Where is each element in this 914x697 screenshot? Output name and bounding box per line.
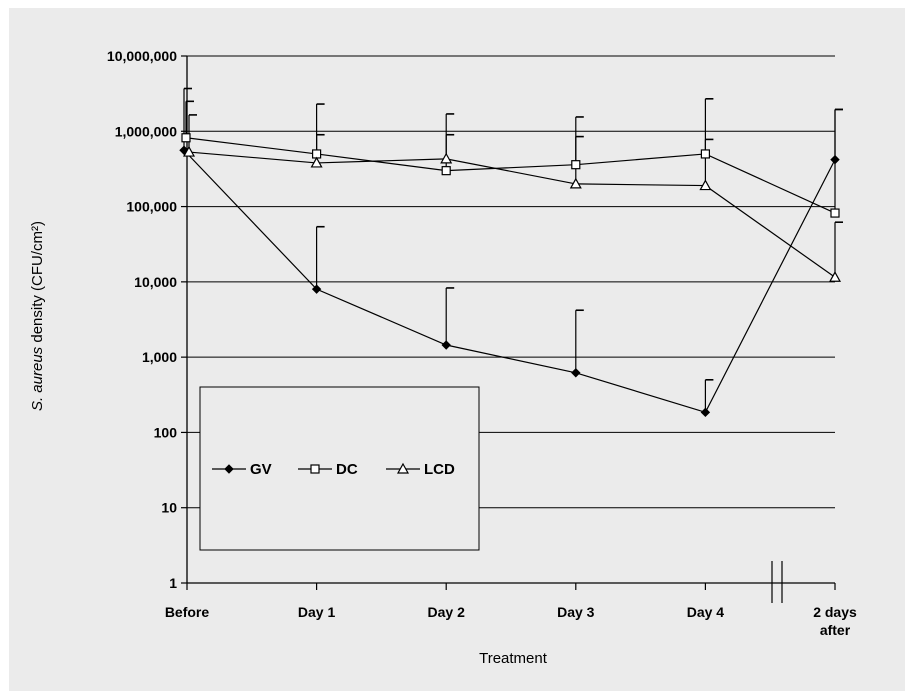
data-point-dc (181, 133, 191, 143)
y-tick-label: 100,000 (126, 199, 177, 215)
x-tick-label: Day 4 (687, 604, 725, 620)
error-bars (183, 87, 843, 413)
data-point-gv (830, 154, 840, 165)
y-axis-title-italic: S. aureus (29, 346, 46, 411)
y-tick-label: 10,000,000 (107, 48, 177, 64)
y-axis-title-rest: density (CFU/cm²) (29, 221, 46, 347)
data-point-lcd (569, 177, 582, 189)
x-tick-label: Day 3 (557, 604, 595, 620)
data-point-dc (830, 208, 840, 218)
data-point-gv (441, 340, 451, 350)
series-line-dc (185, 137, 836, 214)
data-point-dc (700, 149, 711, 159)
chart-panel (9, 8, 905, 691)
y-tick-labels: 1 10 100 1,000 10,000 100,000 1,000,000 10,000,… (107, 48, 187, 591)
y-tick-label: 100 (154, 424, 178, 440)
x-tick-labels: Before Day 1 Day 2 Day 3 Day 4 2 days after (165, 583, 857, 638)
legend-marker-lcd (396, 462, 410, 474)
y-tick-label: 1,000,000 (115, 123, 177, 139)
x-tick-label: Day 1 (298, 604, 336, 620)
x-tick-label: Day 2 (428, 604, 466, 620)
x-axis-title: Treatment (479, 650, 548, 667)
legend: GV DC LCD (212, 461, 455, 478)
x-tick-label: 2 days (813, 604, 857, 620)
y-tick-label: 1 (169, 575, 177, 591)
legend-label-lcd: LCD (424, 461, 455, 478)
series-lines (179, 133, 842, 418)
legend-label-dc: DC (336, 461, 358, 478)
y-tick-label: 10,000 (134, 274, 177, 290)
data-point-gv (700, 407, 711, 418)
y-tick-label: 1,000 (142, 349, 177, 365)
legend-marker-gv (224, 464, 234, 474)
x-tick-label: Before (165, 604, 210, 620)
data-point-lcd (440, 152, 453, 164)
data-point-lcd (310, 156, 323, 168)
data-point-lcd (699, 179, 712, 191)
data-point-dc (441, 166, 451, 176)
series-line-gv (183, 149, 836, 414)
y-axis-title: S. aureus density (CFU/cm²) (29, 221, 46, 411)
legend-marker-dc (310, 464, 320, 474)
legend-box (199, 386, 480, 551)
data-point-lcd (828, 271, 842, 282)
data-point-gv (571, 368, 581, 378)
legend-label-gv: GV (250, 461, 272, 478)
data-point-lcd (182, 145, 196, 157)
data-point-dc (571, 160, 581, 170)
x-tick-label-line2: after (820, 622, 851, 638)
series-line-lcd (188, 151, 836, 278)
y-tick-label: 10 (161, 500, 177, 516)
axes (186, 56, 835, 603)
data-point-gv (311, 284, 322, 294)
